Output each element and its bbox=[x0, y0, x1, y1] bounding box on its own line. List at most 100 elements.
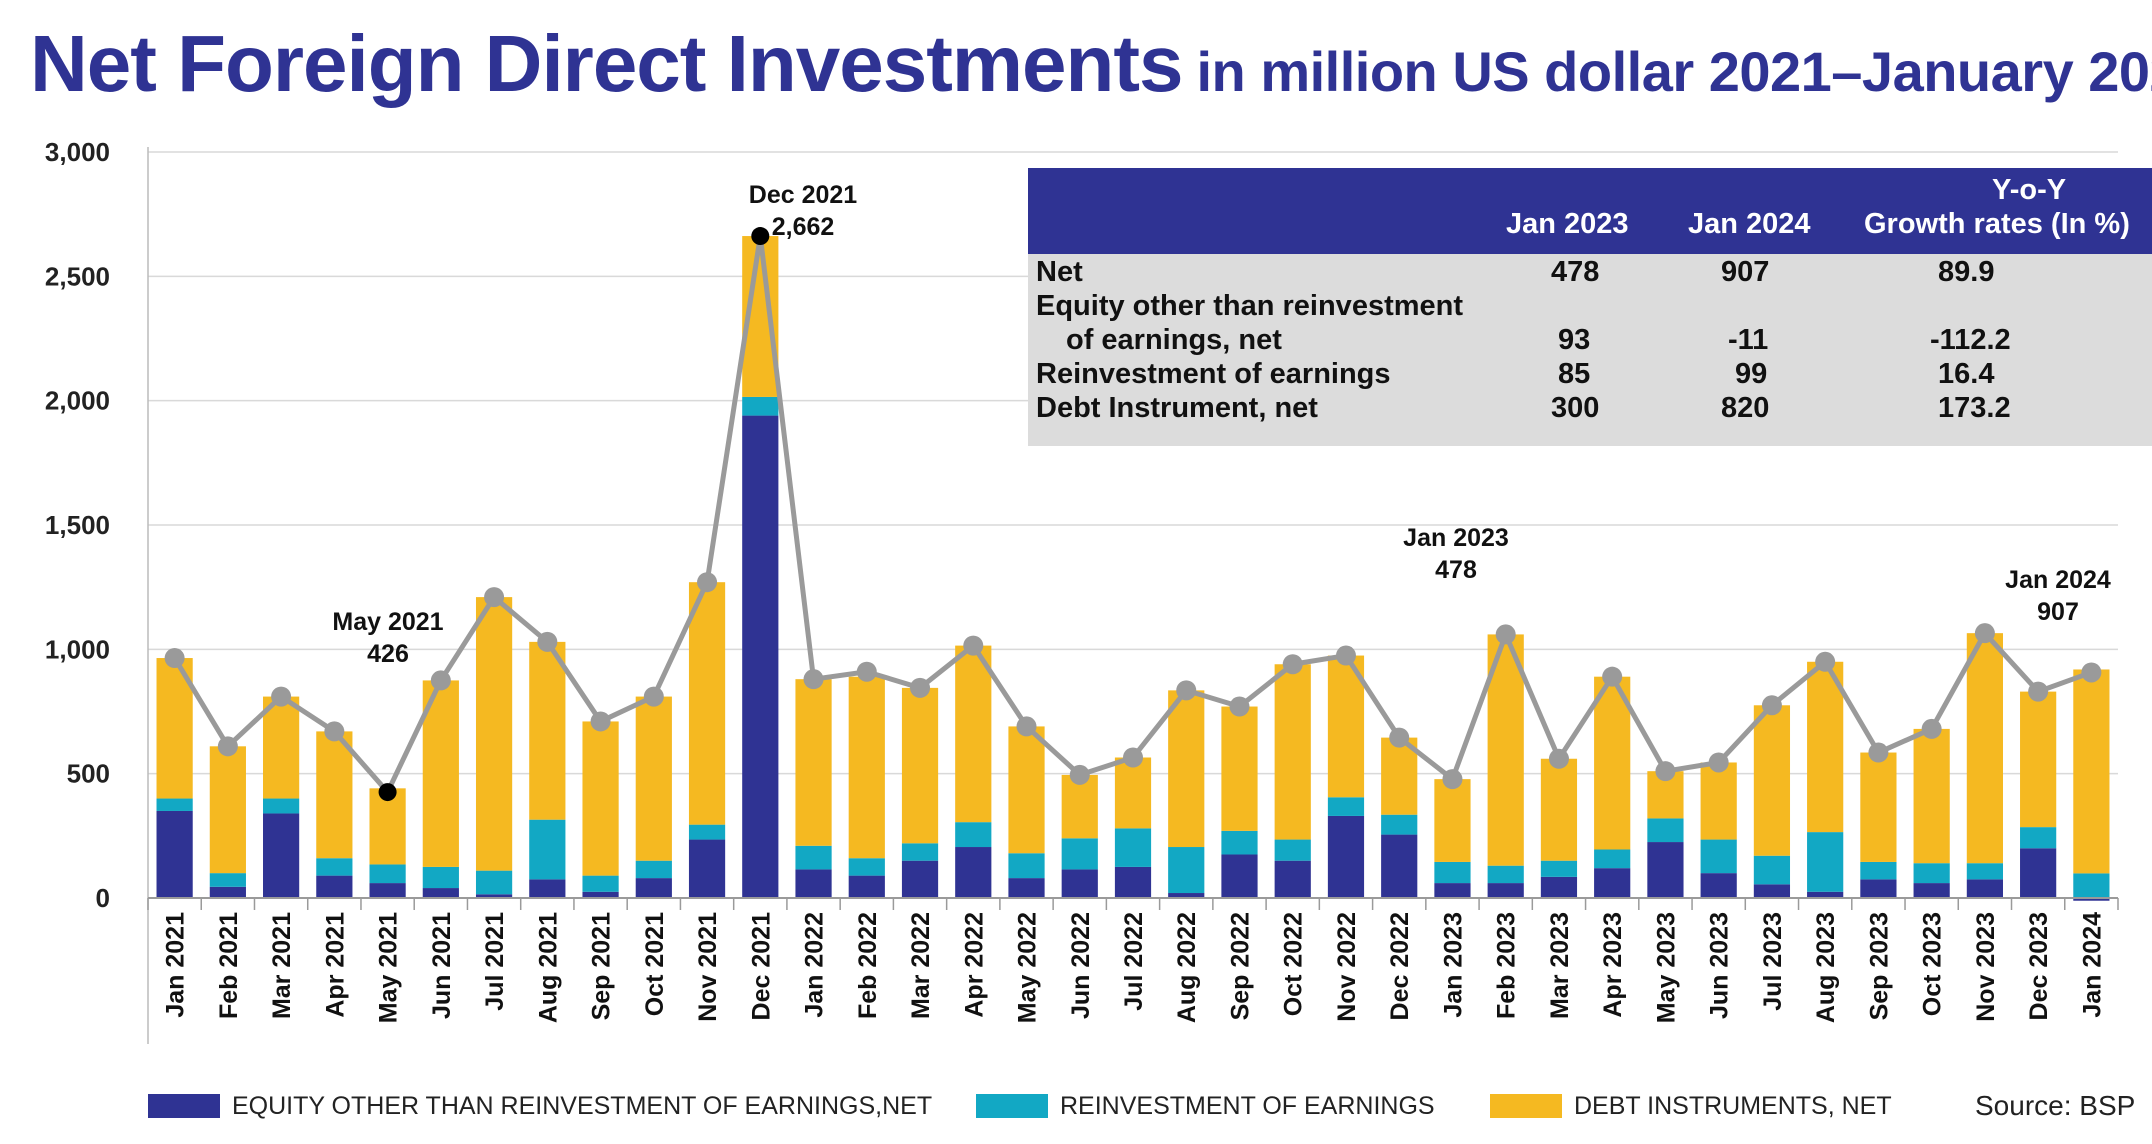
x-tick-label: Nov 2022 bbox=[1333, 912, 1361, 1022]
x-tick-label: Nov 2021 bbox=[694, 912, 722, 1022]
bar-debt bbox=[795, 679, 832, 846]
net-marker bbox=[537, 631, 558, 652]
row-equity-label: Equity other than reinvestment bbox=[1036, 290, 1464, 322]
net-marker bbox=[484, 587, 505, 608]
net-marker bbox=[1921, 718, 1942, 739]
bar-equity bbox=[1966, 879, 2003, 898]
net-marker bbox=[271, 686, 292, 707]
net-marker bbox=[1176, 680, 1197, 701]
legend-swatch-debt bbox=[1490, 1094, 1562, 1118]
x-tick-label: Apr 2023 bbox=[1599, 912, 1627, 1018]
x-tick-label: Aug 2022 bbox=[1173, 912, 1201, 1023]
net-marker bbox=[1282, 654, 1303, 675]
bar-reinvestment bbox=[955, 822, 992, 848]
bar-reinvestment bbox=[529, 819, 566, 880]
annotation-label: Jan 2024 bbox=[2005, 566, 2111, 594]
bar-reinvestment bbox=[475, 870, 513, 895]
x-tick-label: Jan 2021 bbox=[162, 912, 190, 1018]
legend-label-reinvestment: REINVESTMENT OF EARNINGS bbox=[1060, 1092, 1435, 1120]
chart-title: Net Foreign Direct Investments in million… bbox=[30, 18, 2152, 110]
bar-equity bbox=[1753, 884, 1791, 898]
x-tick-label: Sep 2021 bbox=[588, 912, 616, 1021]
bar-reinvestment bbox=[263, 798, 300, 814]
bar-equity bbox=[1434, 883, 1471, 898]
x-tick-label: May 2021 bbox=[375, 912, 403, 1023]
x-tick-label: Aug 2023 bbox=[1812, 912, 1840, 1023]
net-marker bbox=[2081, 662, 2102, 683]
bar-equity bbox=[1540, 876, 1578, 898]
bar-equity bbox=[635, 878, 672, 898]
bar-equity bbox=[795, 869, 832, 898]
bar-reinvestment bbox=[1913, 863, 1950, 884]
summary-table: Jan 2023 Jan 2024 Y-o-Y Growth rates (In… bbox=[1028, 168, 2152, 446]
bar-equity bbox=[1114, 866, 1152, 898]
row-reinvest-label: Reinvestment of earnings bbox=[1036, 358, 1391, 390]
annotation-value: 426 bbox=[367, 640, 409, 668]
net-marker bbox=[2028, 681, 2049, 702]
x-tick-label: Sep 2023 bbox=[1865, 912, 1893, 1020]
bar-reinvestment bbox=[209, 873, 246, 887]
legend-label-debt: DEBT INSTRUMENTS, NET bbox=[1574, 1092, 1892, 1120]
x-tick-label: Mar 2021 bbox=[268, 912, 296, 1019]
bar-debt bbox=[1540, 758, 1578, 861]
net-marker bbox=[1602, 666, 1623, 687]
net-marker bbox=[856, 661, 877, 682]
legend-swatch-equity bbox=[148, 1094, 220, 1118]
bar-equity bbox=[1221, 854, 1258, 898]
bar-equity bbox=[1594, 868, 1631, 898]
row-net-jan2024: 907 bbox=[1721, 256, 1770, 288]
bar-equity bbox=[1807, 891, 1844, 898]
bar-debt bbox=[1753, 705, 1791, 856]
bar-equity bbox=[1913, 883, 1950, 898]
title-main: Net Foreign Direct Investments bbox=[30, 19, 1183, 108]
col-header-jan2024: Jan 2024 bbox=[1688, 208, 1811, 240]
bar-reinvestment bbox=[2020, 827, 2057, 849]
bar-debt bbox=[582, 721, 619, 876]
bar-equity bbox=[1487, 883, 1524, 898]
y-tick-label: 1,500 bbox=[45, 510, 110, 540]
x-tick-label: Mar 2023 bbox=[1546, 912, 1574, 1019]
row-debt-growth: 173.2 bbox=[1938, 392, 2011, 424]
net-marker bbox=[1815, 651, 1836, 672]
bar-equity bbox=[263, 813, 300, 898]
net-marker bbox=[1335, 645, 1356, 666]
y-axis-ticks: 0 500 1,000 1,500 2,000 2,500 3,000 bbox=[45, 137, 110, 913]
net-marker bbox=[1868, 742, 1889, 763]
bar-debt bbox=[1168, 690, 1205, 848]
legend: EQUITY OTHER THAN REINVESTMENT OF EARNIN… bbox=[0, 1088, 2152, 1128]
bar-reinvestment bbox=[1008, 853, 1045, 879]
bar-debt bbox=[1114, 757, 1152, 829]
col-header-yoy: Y-o-Y bbox=[1992, 174, 2067, 206]
net-marker-highlight bbox=[378, 783, 397, 802]
bar-equity bbox=[2073, 898, 2110, 901]
net-marker bbox=[1123, 747, 1143, 768]
bar-equity bbox=[529, 879, 566, 898]
net-marker bbox=[430, 670, 451, 691]
bar-debt bbox=[955, 645, 992, 823]
bar-reinvestment bbox=[1114, 828, 1152, 867]
bar-reinvestment bbox=[795, 845, 832, 870]
x-tick-label: Jun 2023 bbox=[1706, 912, 1734, 1019]
net-marker bbox=[803, 669, 824, 690]
annotation-label: Dec 2021 bbox=[749, 181, 858, 209]
x-tick-label: Oct 2021 bbox=[641, 912, 669, 1016]
net-marker bbox=[910, 677, 931, 698]
x-tick-label: Feb 2023 bbox=[1493, 912, 1521, 1019]
bar-reinvestment bbox=[742, 396, 779, 416]
annotation-value: 907 bbox=[2037, 598, 2079, 626]
bar-equity bbox=[1274, 860, 1311, 898]
bar-equity bbox=[1860, 879, 1897, 898]
bar-equity bbox=[955, 847, 992, 898]
bar-reinvestment bbox=[369, 864, 406, 884]
bar-reinvestment bbox=[316, 858, 353, 876]
bar-reinvestment bbox=[1594, 849, 1631, 869]
bars bbox=[156, 236, 2110, 901]
y-tick-label: 500 bbox=[67, 759, 110, 789]
bar-equity bbox=[2020, 848, 2057, 898]
legend-label-equity: EQUITY OTHER THAN REINVESTMENT OF EARNIN… bbox=[232, 1092, 933, 1120]
bar-debt bbox=[1381, 737, 1418, 815]
annotations: May 2021 426 Dec 2021 2,662 Jan 2023 478 Jan 2… bbox=[332, 181, 2111, 668]
row-reinvest-jan2024: 99 bbox=[1735, 358, 1768, 390]
x-axis: Jan 2021 Feb 2021 Mar 2021 Apr 2021 May 2021… bbox=[147, 897, 2119, 1023]
bar-debt bbox=[635, 696, 672, 861]
